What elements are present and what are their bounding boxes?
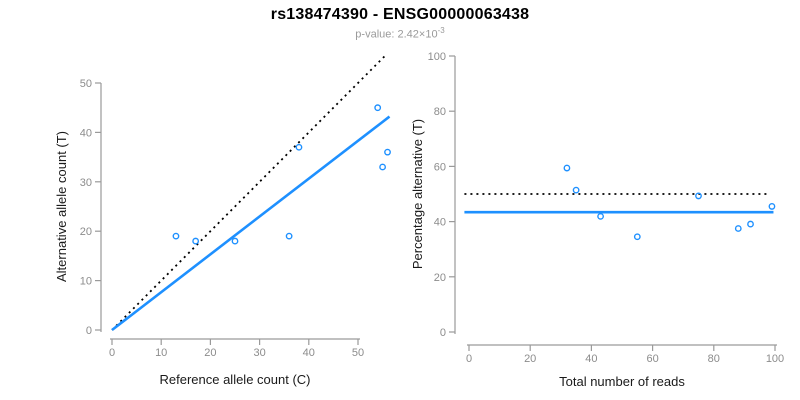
data-point <box>192 237 200 245</box>
data-point <box>695 192 702 200</box>
x-tick-label: 0 <box>109 347 115 359</box>
identity-line <box>111 55 386 331</box>
x-tick-label: 0 <box>466 353 472 365</box>
data-point <box>633 233 641 241</box>
y-axis-label: Percentage alternative (T) <box>410 119 425 269</box>
data-point <box>285 232 293 240</box>
y-tick-label: 100 <box>428 51 446 63</box>
x-tick-label: 100 <box>766 353 784 365</box>
y-tick-label: 20 <box>434 272 446 284</box>
data-point <box>572 186 580 194</box>
x-axis-label: Reference allele count (C) <box>159 372 310 387</box>
y-tick-label: 20 <box>80 226 92 238</box>
x-axis-label: Total number of reads <box>559 374 685 389</box>
y-tick-label: 50 <box>80 78 92 90</box>
data-point <box>768 203 776 210</box>
data-point <box>747 220 754 228</box>
y-tick-label: 40 <box>434 217 446 229</box>
x-tick-label: 20 <box>204 347 216 359</box>
y-tick-label: 60 <box>434 161 446 173</box>
x-tick-label: 50 <box>352 347 364 359</box>
y-tick-label: 10 <box>80 276 92 288</box>
data-point <box>597 212 604 220</box>
data-point <box>563 164 571 172</box>
y-tick-label: 30 <box>80 177 92 189</box>
p-value-subtitle: p-value: 2.42×10-3 <box>0 26 800 41</box>
data-point <box>734 225 742 232</box>
y-tick-label: 0 <box>86 325 92 337</box>
y-axis-label: Alternative allele count (T) <box>54 131 69 282</box>
data-point <box>379 163 386 171</box>
data-point <box>295 143 303 151</box>
left-scatter-panel: 0 10 20 30 40 50 0 10 20 30 40 50 Reference allele c… <box>54 55 391 387</box>
data-point <box>374 104 382 112</box>
data-point <box>172 232 180 240</box>
page-title: rs138474390 - ENSG00000063438 <box>270 6 530 23</box>
x-tick-label: 40 <box>585 353 597 365</box>
x-tick-label: 80 <box>708 353 720 365</box>
y-tick-label: 80 <box>434 106 446 118</box>
x-tick-label: 30 <box>253 347 265 359</box>
fit-line <box>111 115 391 332</box>
data-point <box>384 148 391 156</box>
y-tick-label: 40 <box>80 127 92 139</box>
x-tick-label: 10 <box>155 347 167 359</box>
x-tick-label: 60 <box>646 353 658 365</box>
p-value-text: p-value: 2.42×10 <box>355 28 438 41</box>
p-value-exponent: -3 <box>437 26 445 35</box>
x-tick-label: 40 <box>303 347 315 359</box>
x-tick-label: 20 <box>524 353 536 365</box>
data-point <box>231 237 239 245</box>
right-scatter-panel: 0 20 40 60 80 100 0 20 40 60 80 100 Total number of … <box>410 51 784 389</box>
y-tick-label: 0 <box>440 327 446 339</box>
